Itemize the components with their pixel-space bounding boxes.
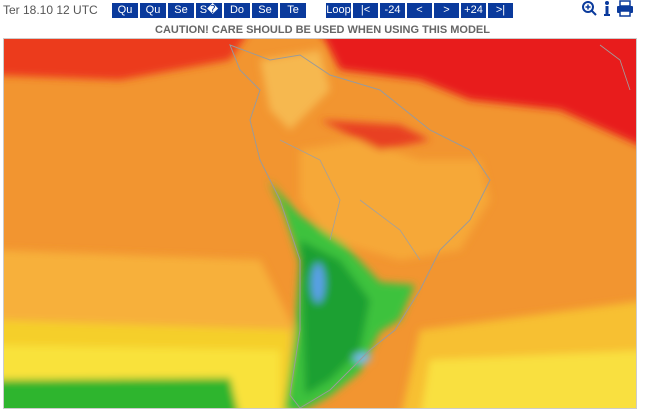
day-button[interactable]: Qu xyxy=(140,3,166,18)
day-button[interactable]: Se xyxy=(168,3,194,18)
day-button[interactable]: Se xyxy=(252,3,278,18)
zoom-icon[interactable] xyxy=(582,1,597,16)
day-button[interactable]: Do xyxy=(224,3,250,18)
control-button[interactable]: +24 xyxy=(461,3,486,18)
map-frame xyxy=(3,38,637,409)
info-icon[interactable] xyxy=(604,1,610,16)
toolbar-icons xyxy=(582,0,633,17)
control-buttons: Loop |< -24 < > +24 >| xyxy=(326,3,513,18)
print-icon[interactable] xyxy=(617,0,633,17)
day-button[interactable]: Te xyxy=(280,3,306,18)
caution-text: CAUTION! CARE SHOULD BE USED WHEN USING … xyxy=(155,24,490,36)
field-shading xyxy=(3,38,637,409)
control-button[interactable]: -24 xyxy=(380,3,405,18)
day-button[interactable]: Qu xyxy=(112,3,138,18)
day-buttons: Qu Qu Se S� Do Se Te xyxy=(112,3,306,18)
coastline xyxy=(229,44,491,409)
borders xyxy=(279,44,631,261)
weather-map xyxy=(3,38,637,409)
control-button[interactable]: > xyxy=(434,3,459,18)
day-button[interactable]: S� xyxy=(196,3,222,18)
control-button[interactable]: < xyxy=(407,3,432,18)
control-button[interactable]: Loop xyxy=(326,3,351,18)
date-label: Ter 18.10 12 UTC xyxy=(3,3,98,17)
control-button[interactable]: >| xyxy=(488,3,513,18)
control-button[interactable]: |< xyxy=(353,3,378,18)
